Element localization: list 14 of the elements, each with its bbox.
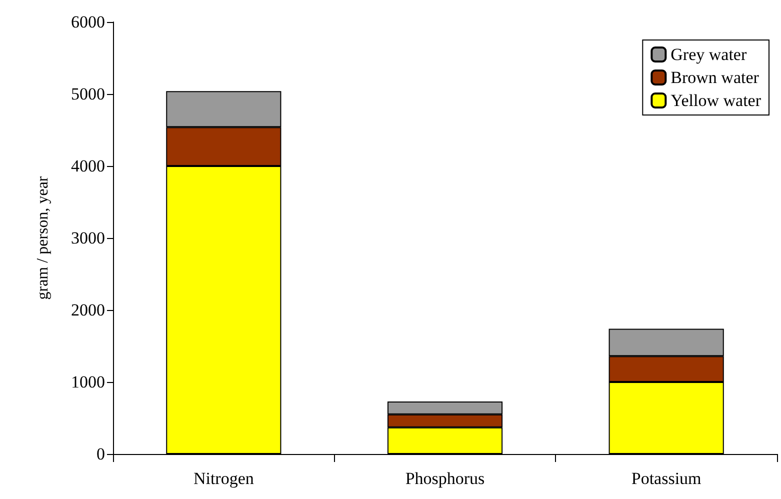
x-tick-label: Nitrogen	[193, 469, 254, 488]
legend-label: Grey water	[670, 45, 747, 64]
legend-label: Yellow water	[670, 91, 762, 110]
x-tick-label: Phosphorus	[405, 469, 485, 488]
y-tick-label: 1000	[71, 372, 105, 392]
y-axis-title: gram / person, year	[34, 176, 52, 300]
y-tick-label: 5000	[71, 84, 105, 104]
x-tick-label: Potassium	[631, 469, 702, 488]
y-tick-label: 0	[96, 444, 105, 464]
y-tick-label: 2000	[71, 300, 105, 320]
legend-label: Brown water	[670, 68, 760, 87]
y-tick-label: 3000	[71, 228, 105, 248]
y-tick-label: 4000	[71, 156, 105, 176]
y-tick-label: 6000	[71, 12, 105, 32]
